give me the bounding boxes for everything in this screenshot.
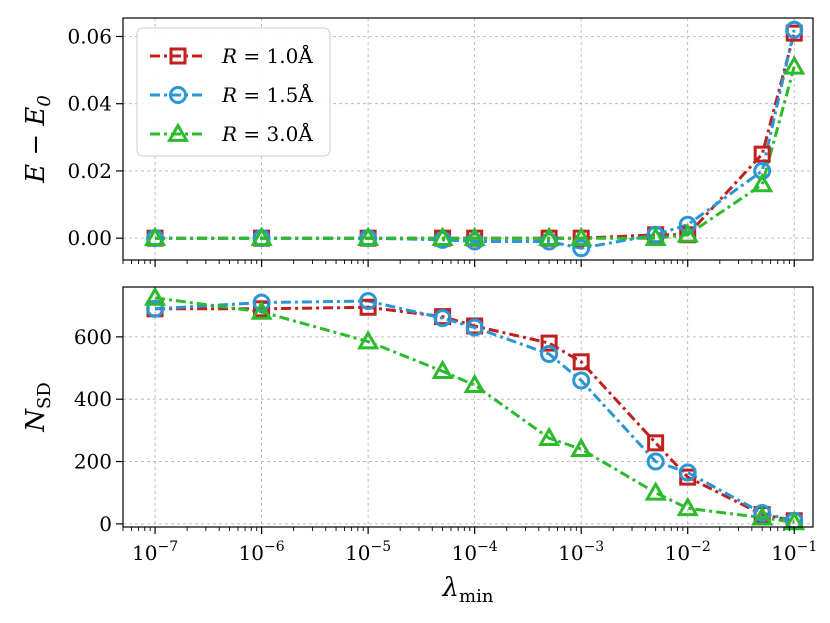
x-tick-label: 10−1 <box>771 539 817 565</box>
data-point-triangle <box>644 226 667 247</box>
data-point-circle <box>465 318 484 337</box>
data-point-triangle <box>783 55 806 75</box>
nsd-ylabel: NSD <box>21 382 55 433</box>
nsd-markers <box>143 286 806 531</box>
data-point-triangle <box>431 359 454 380</box>
data-point-circle <box>433 309 452 328</box>
legend-entry: R = 1.0Å <box>150 43 313 68</box>
x-tick-label: 10−6 <box>239 539 285 565</box>
data-point-triangle <box>357 226 380 247</box>
data-point-triangle <box>143 286 167 306</box>
data-point-square <box>647 434 665 452</box>
data-point-triangle <box>751 172 774 193</box>
y-tick-label: 600 <box>74 325 112 349</box>
legend-marker-circle <box>169 86 187 104</box>
nsd-ticks <box>116 336 795 534</box>
nsd-grid <box>123 287 813 527</box>
data-point-triangle <box>463 373 486 394</box>
data-point-triangle <box>463 226 486 247</box>
data-point-circle <box>678 463 697 482</box>
legend-entry: R = 1.5Å <box>150 82 313 107</box>
energy-series <box>155 29 796 250</box>
data-point-square <box>359 298 377 316</box>
nsd-series <box>154 296 795 524</box>
data-point-circle <box>146 299 165 318</box>
x-tick-labels: 10−7 10−6 10−5 10−4 10−3 10−2 10−1 <box>132 539 817 565</box>
data-point-square <box>753 145 771 163</box>
data-point-circle <box>678 215 697 234</box>
data-point-circle <box>753 503 772 522</box>
x-axis-label: λmin <box>442 573 494 607</box>
energy-panel: 0.00 0.02 0.04 0.06 E − E0 R = 1.0Å R = 1.5Å… <box>21 17 814 267</box>
x-tick-label: 10−4 <box>452 539 498 565</box>
x-tick-label: 10−7 <box>132 539 178 565</box>
legend-marker-square <box>169 47 187 65</box>
legend-label: R = 3.0Å <box>221 121 313 146</box>
energy-ylabel: E − E0 <box>21 95 55 184</box>
data-point-triangle <box>538 226 561 247</box>
data-point-circle <box>359 292 378 311</box>
y-tick-label: 0.06 <box>67 24 112 48</box>
y-tick-label: 0 <box>99 512 112 536</box>
data-point-triangle <box>143 226 167 247</box>
data-point-circle <box>540 345 559 364</box>
x-tick-label: 10−3 <box>558 539 604 565</box>
data-point-triangle <box>357 330 380 350</box>
y-tick-label: 0.02 <box>67 159 112 183</box>
legend-marker-triangle <box>166 122 190 142</box>
energy-ytick-labels: 0.00 0.02 0.04 0.06 <box>67 24 112 250</box>
data-point-triangle <box>570 226 593 247</box>
legend: R = 1.0Å R = 1.5Å R = 3.0Å <box>136 27 331 157</box>
data-point-triangle <box>250 226 273 247</box>
data-point-circle <box>572 371 591 390</box>
data-point-circle <box>572 239 591 258</box>
series-line <box>155 299 795 523</box>
legend-entry: R = 3.0Å <box>150 121 313 146</box>
data-point-triangle <box>644 481 667 501</box>
data-point-triangle <box>751 506 774 526</box>
data-point-triangle <box>570 437 593 457</box>
data-point-square <box>540 334 558 352</box>
data-point-square <box>572 353 590 371</box>
x-tick-label: 10−2 <box>665 539 711 565</box>
energy-markers <box>143 20 806 258</box>
y-tick-label: 400 <box>74 387 112 411</box>
energy-ticks <box>116 35 795 267</box>
x-tick-label: 10−5 <box>345 539 391 565</box>
y-tick-label: 200 <box>74 450 112 474</box>
series-line <box>155 305 795 523</box>
legend-label: R = 1.5Å <box>221 82 313 107</box>
data-point-triangle <box>676 496 699 517</box>
legend-label: R = 1.0Å <box>221 43 313 68</box>
nsd-ytick-labels: 0 200 400 600 <box>74 325 112 536</box>
data-point-circle <box>785 20 804 39</box>
data-point-triangle <box>538 426 561 447</box>
y-tick-label: 0.00 <box>67 226 112 250</box>
data-point-triangle <box>676 223 699 243</box>
nsd-axes-frame <box>122 286 814 528</box>
data-point-triangle <box>431 226 454 247</box>
data-point-circle <box>646 452 665 471</box>
data-point-circle <box>252 293 271 312</box>
y-tick-label: 0.04 <box>67 92 112 116</box>
data-point-triangle <box>250 300 273 320</box>
series-line <box>154 296 795 524</box>
energy-axes-frame <box>122 17 814 261</box>
series-line <box>155 66 796 240</box>
